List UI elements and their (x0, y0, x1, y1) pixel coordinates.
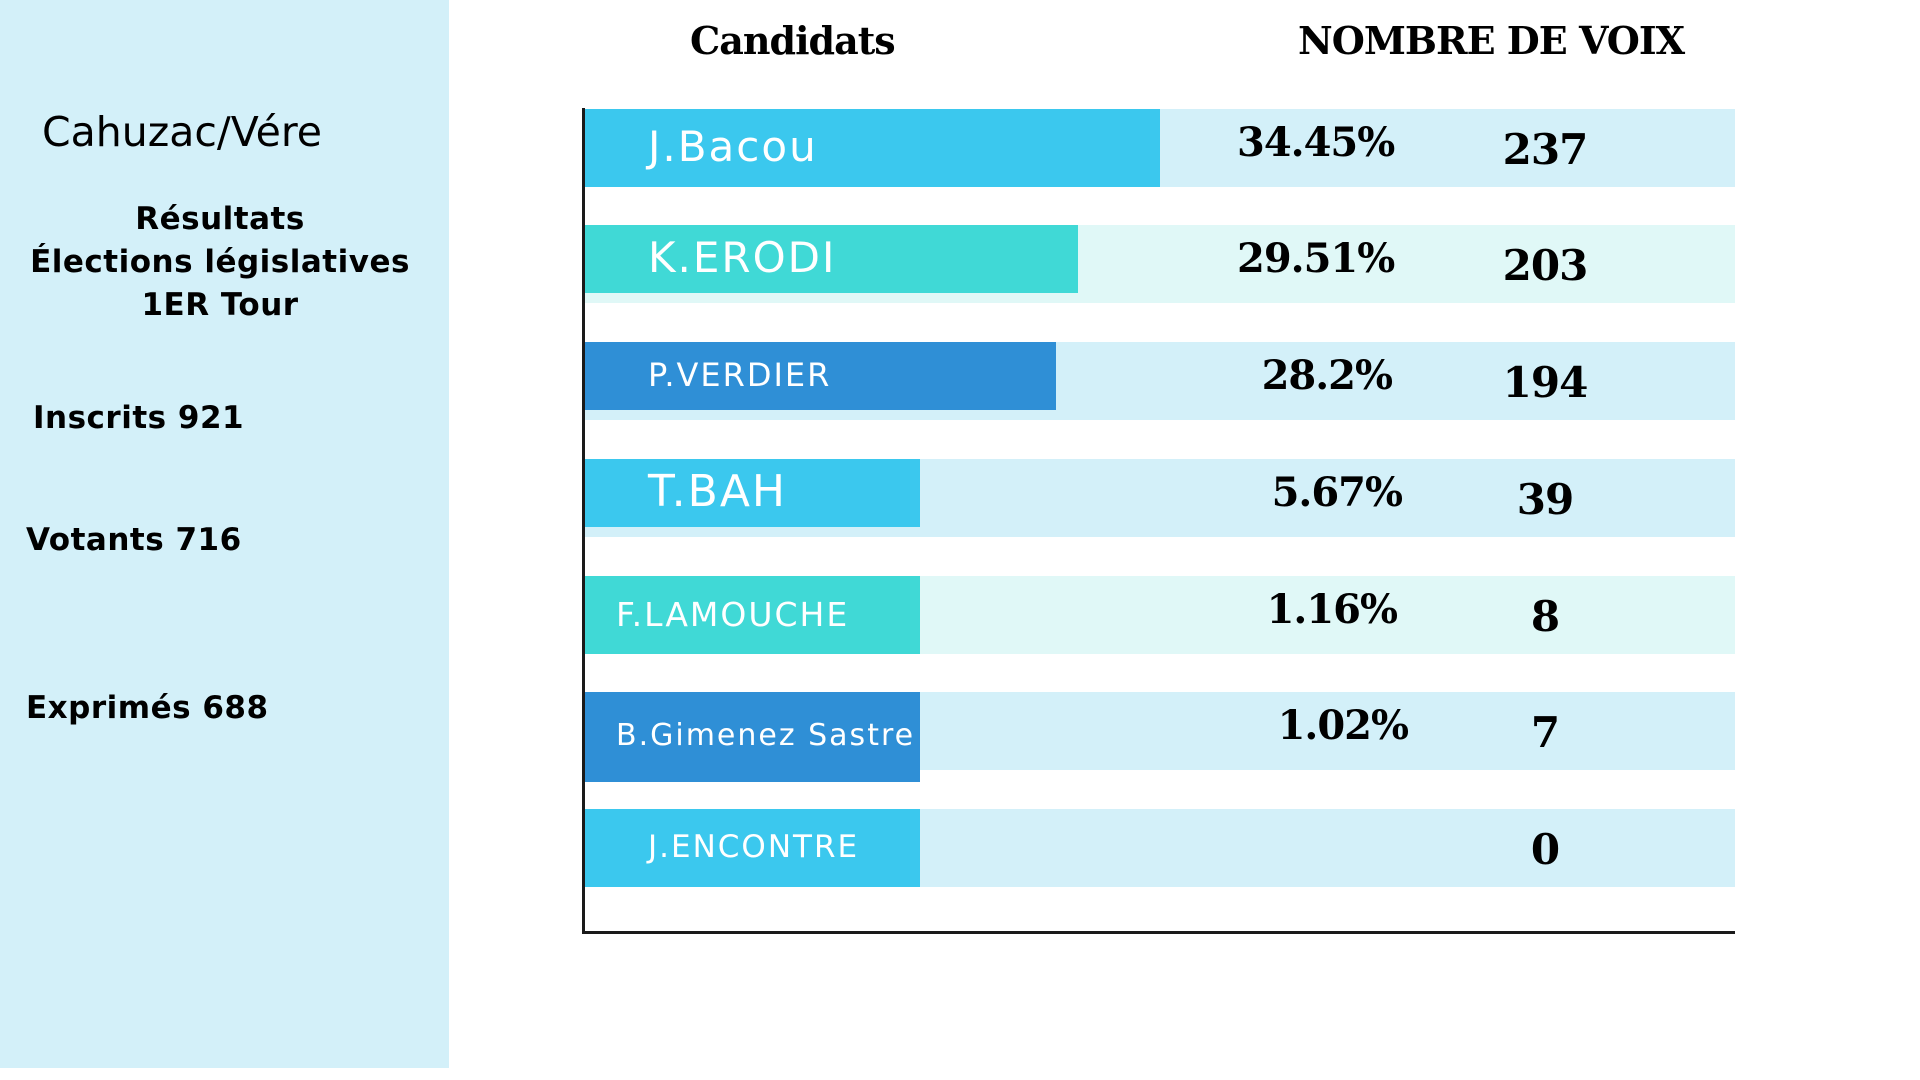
stat-inscrits: Inscrits 921 (33, 400, 245, 436)
candidate-bar (585, 809, 920, 887)
candidate-bar (585, 342, 1056, 410)
percentage-label: 1.16% (1266, 586, 1398, 633)
x-axis-line (582, 931, 1735, 934)
percentage-label: 28.2% (1261, 352, 1393, 399)
candidate-name-label: J.Bacou (648, 121, 818, 171)
votes-count-label: 194 (1502, 358, 1589, 407)
round-line: 1ER Tour (141, 287, 299, 323)
stat-exprimes: Exprimés 688 (26, 690, 269, 726)
place-title: Cahuzac/Vére (42, 108, 322, 156)
votes-count-label: 0 (1530, 825, 1560, 874)
candidate-bar (585, 459, 920, 527)
percentage-label: 34.45% (1237, 119, 1395, 166)
percentage-label: 29.51% (1237, 235, 1395, 282)
candidate-name-label: K.ERODI (648, 232, 837, 282)
elections-line: Élections législatives (30, 244, 410, 280)
stat-votants: Votants 716 (26, 522, 242, 558)
candidate-bar (585, 109, 1161, 187)
candidate-name-label: B.Gimenez Sastre (616, 718, 916, 754)
votes-count-label: 39 (1516, 475, 1574, 524)
percentage-label: 1.02% (1277, 702, 1409, 749)
results-heading: Résultats Élections législatives 1ER Tou… (30, 198, 410, 327)
votes-count-label: 203 (1502, 241, 1589, 290)
candidate-bar (585, 225, 1078, 293)
candidate-name-label: F.LAMOUCHE (616, 594, 850, 634)
candidate-bar (585, 692, 920, 782)
votes-count-label: 8 (1530, 592, 1560, 641)
candidate-bar (585, 576, 920, 654)
header-candidats: Candidats (690, 18, 896, 63)
candidate-name-label: T.BAH (648, 465, 788, 517)
percentage-label: 5.67% (1271, 469, 1403, 516)
header-nombre-de-voix: NOMBRE DE VOIX (1298, 18, 1685, 63)
votes-count-label: 7 (1530, 708, 1560, 757)
candidate-name-label: P.VERDIER (648, 356, 832, 395)
info-sidebar: Cahuzac/Vére Résultats Élections législa… (0, 0, 449, 1068)
y-axis-line (582, 108, 585, 934)
results-line: Résultats (135, 201, 305, 237)
votes-count-label: 237 (1502, 125, 1589, 174)
candidate-name-label: J.ENCONTRE (648, 828, 860, 865)
